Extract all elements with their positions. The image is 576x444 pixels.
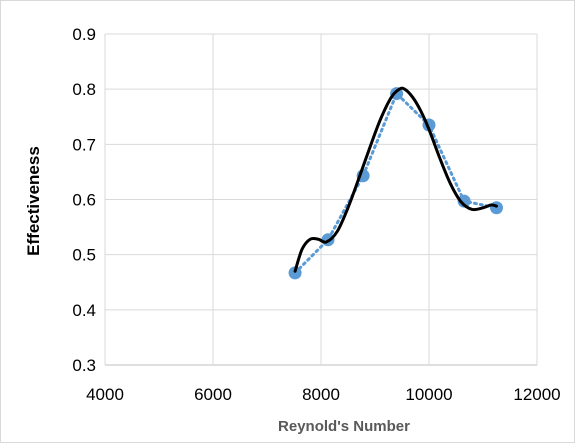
y-tick-label: 0.8 [72,80,96,99]
grid-layer [104,33,538,366]
x-tick-label: 12000 [513,385,560,404]
trend-line [293,86,498,273]
y-axis-title: Effectiveness [24,146,43,256]
x-tick-label: 4000 [86,385,124,404]
x-tick-label: 8000 [302,385,340,404]
y-tick-label: 0.7 [72,135,96,154]
y-tick-label: 0.9 [72,25,96,44]
x-tick-label: 6000 [194,385,232,404]
series-dotted-line [293,90,498,275]
y-tick-label: 0.5 [72,246,96,265]
y-tick-label: 0.3 [72,356,96,375]
data-point [288,266,302,280]
y-tick-label: 0.4 [72,301,96,320]
ticks-layer: 0.3 0.4 0.5 0.6 0.7 0.8 0.9 4000 6000 8000 10000 12… [72,25,560,404]
x-axis-title: Reynold's Number [278,418,410,435]
data-point [490,201,503,215]
series-layer [288,86,503,280]
x-tick-label: 10000 [405,385,452,404]
data-point [457,194,471,208]
y-tick-label: 0.6 [72,191,96,210]
